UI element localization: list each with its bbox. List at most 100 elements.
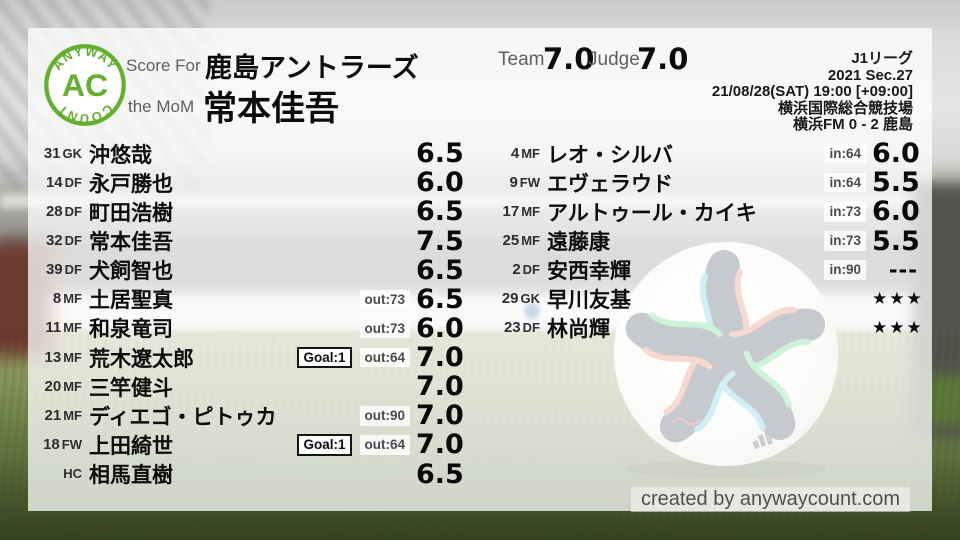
- player-number: 8: [52, 290, 62, 308]
- player-row: 2 DF 安西幸輝 in:90 ---: [494, 256, 918, 285]
- player-number-position: 4 MF: [494, 145, 540, 163]
- player-number: 20: [44, 377, 62, 395]
- goal-badge: Goal:1: [297, 346, 352, 369]
- player-position: DF: [64, 232, 82, 248]
- player-number: 17: [502, 202, 520, 220]
- player-number: 31: [43, 144, 61, 162]
- player-row: 8 MF 土居聖真 out:73 6.5: [36, 283, 464, 315]
- substitution-badge: out:64: [359, 435, 410, 455]
- player-name: 相馬直樹: [89, 463, 173, 488]
- player-row: 20 MF 三竿健斗 7.0: [36, 371, 464, 403]
- player-row: 4 MF レオ・シルバ in:64 6.0: [494, 138, 920, 170]
- player-number-position: 25 MF: [494, 232, 540, 250]
- player-name: 遠藤康: [547, 230, 610, 254]
- mom-name: 常本佳吾: [203, 90, 339, 128]
- player-number: 29: [501, 290, 519, 308]
- mom-label: the MoM: [128, 97, 195, 116]
- judge-score-label: Judge: [588, 49, 640, 70]
- substitutes-rating-list: 4 MF レオ・シルバ in:64 6.0 9 FW エヴェラウド in:64 5.…: [494, 138, 924, 343]
- player-number-position: 29 GK: [494, 290, 540, 308]
- venue-name: 横浜国際総合競技場: [777, 99, 913, 117]
- player-number: 23: [503, 319, 521, 337]
- player-number-position: 28 DF: [36, 203, 82, 221]
- player-score: 6.5: [416, 283, 464, 315]
- player-name: 上田綺世: [89, 433, 173, 458]
- player-number-position: 8 MF: [36, 290, 82, 308]
- player-number: 4: [510, 144, 520, 162]
- substitution-badge: in:90: [824, 260, 866, 280]
- player-name: 沖悠哉: [89, 142, 152, 167]
- player-number: 13: [44, 348, 62, 366]
- player-name: 林尚輝: [547, 317, 610, 342]
- player-row: 14 DF 永戸勝也 6.0: [36, 167, 464, 198]
- judge-score-value: 7.0: [637, 42, 689, 76]
- player-name: 常本佳吾: [89, 230, 173, 254]
- credit-text: created by anywaycount.com: [630, 487, 910, 512]
- team-score-label: Team: [498, 49, 545, 70]
- player-row: 31 GK 沖悠哉 6.5: [36, 138, 464, 169]
- substitution-badge: out:73: [359, 318, 410, 339]
- player-number: 18: [43, 435, 60, 453]
- player-position: DF: [64, 203, 82, 219]
- player-name: 三竿健斗: [89, 375, 173, 400]
- player-position: MF: [63, 349, 82, 365]
- player-number: 21: [44, 406, 62, 424]
- player-number: 39: [45, 261, 63, 279]
- player-number-position: 20 MF: [36, 378, 82, 396]
- player-row: 13 MF 荒木遼太郎 Goal:1 out:64 7.0: [36, 342, 464, 373]
- score-for-label: Score For: [126, 56, 201, 75]
- substitution-badge: in:73: [824, 202, 866, 222]
- player-score: ★★★: [872, 289, 924, 310]
- player-position: GK: [62, 145, 83, 161]
- player-number-position: 11 MF: [36, 319, 82, 337]
- player-position: DF: [522, 262, 540, 278]
- player-number-position: 17 MF: [494, 203, 540, 221]
- substitution-badge: in:73: [824, 231, 866, 251]
- season-section: 2021 Sec.27: [827, 66, 913, 84]
- player-position: MF: [63, 291, 82, 307]
- player-name: 犬飼智也: [89, 259, 173, 284]
- player-number: 32: [45, 231, 63, 249]
- player-row: 25 MF 遠藤康 in:73 5.5: [494, 225, 920, 257]
- player-position: HC: [63, 466, 82, 482]
- player-score: 6.0: [872, 138, 920, 170]
- player-score: 6.5: [416, 458, 464, 490]
- player-score: 7.0: [416, 371, 464, 403]
- player-number-position: 14 DF: [36, 174, 82, 192]
- player-position: MF: [63, 320, 82, 336]
- player-score: 6.5: [416, 196, 464, 228]
- player-position: MF: [63, 378, 82, 394]
- player-number-position: 39 DF: [36, 261, 82, 279]
- player-position: GK: [520, 291, 541, 307]
- player-row: HC 相馬直樹 6.5: [36, 458, 464, 490]
- player-score: 7.0: [416, 429, 464, 461]
- match-result: 横浜FM 0 - 2 鹿島: [792, 116, 913, 134]
- player-name: アルトゥール・カイキ: [547, 200, 757, 225]
- player-row: 17 MF アルトゥール・カイキ in:73 6.0: [494, 196, 920, 228]
- player-score: 7.0: [416, 400, 464, 432]
- player-row: 29 GK 早川友基 ★★★: [494, 285, 924, 314]
- player-name: 永戸勝也: [89, 171, 173, 196]
- player-number: 2: [512, 261, 521, 279]
- substitution-badge: out:90: [359, 406, 410, 426]
- player-score: 7.5: [416, 225, 464, 257]
- anywaycount-logo: ANYWAY COUNT AC: [44, 43, 126, 126]
- player-score: 6.0: [872, 196, 920, 228]
- player-number-position: 9 FW: [494, 174, 540, 192]
- player-name: 安西幸輝: [547, 259, 631, 284]
- player-number: 25: [502, 231, 520, 249]
- player-score: ★★★: [872, 318, 924, 339]
- player-name: 土居聖真: [89, 288, 173, 313]
- player-name: 和泉竜司: [89, 317, 173, 342]
- player-row: 18 FW 上田綺世 Goal:1 out:64 7.0: [36, 429, 464, 461]
- translucent-panel: [28, 28, 932, 511]
- player-name: ディエゴ・ピトゥカ: [89, 404, 277, 429]
- player-row: 9 FW エヴェラウド in:64 5.5: [494, 167, 919, 198]
- player-position: DF: [64, 262, 82, 278]
- player-number-position: HC: [36, 465, 82, 483]
- goal-badge: Goal:1: [297, 434, 352, 456]
- player-score: 5.5: [872, 225, 920, 257]
- starters-rating-list: 31 GK 沖悠哉 6.5 14 DF 永戸勝也 6.0 28 DF 町田浩樹 6.5…: [36, 138, 464, 490]
- player-name: 町田浩樹: [89, 200, 173, 225]
